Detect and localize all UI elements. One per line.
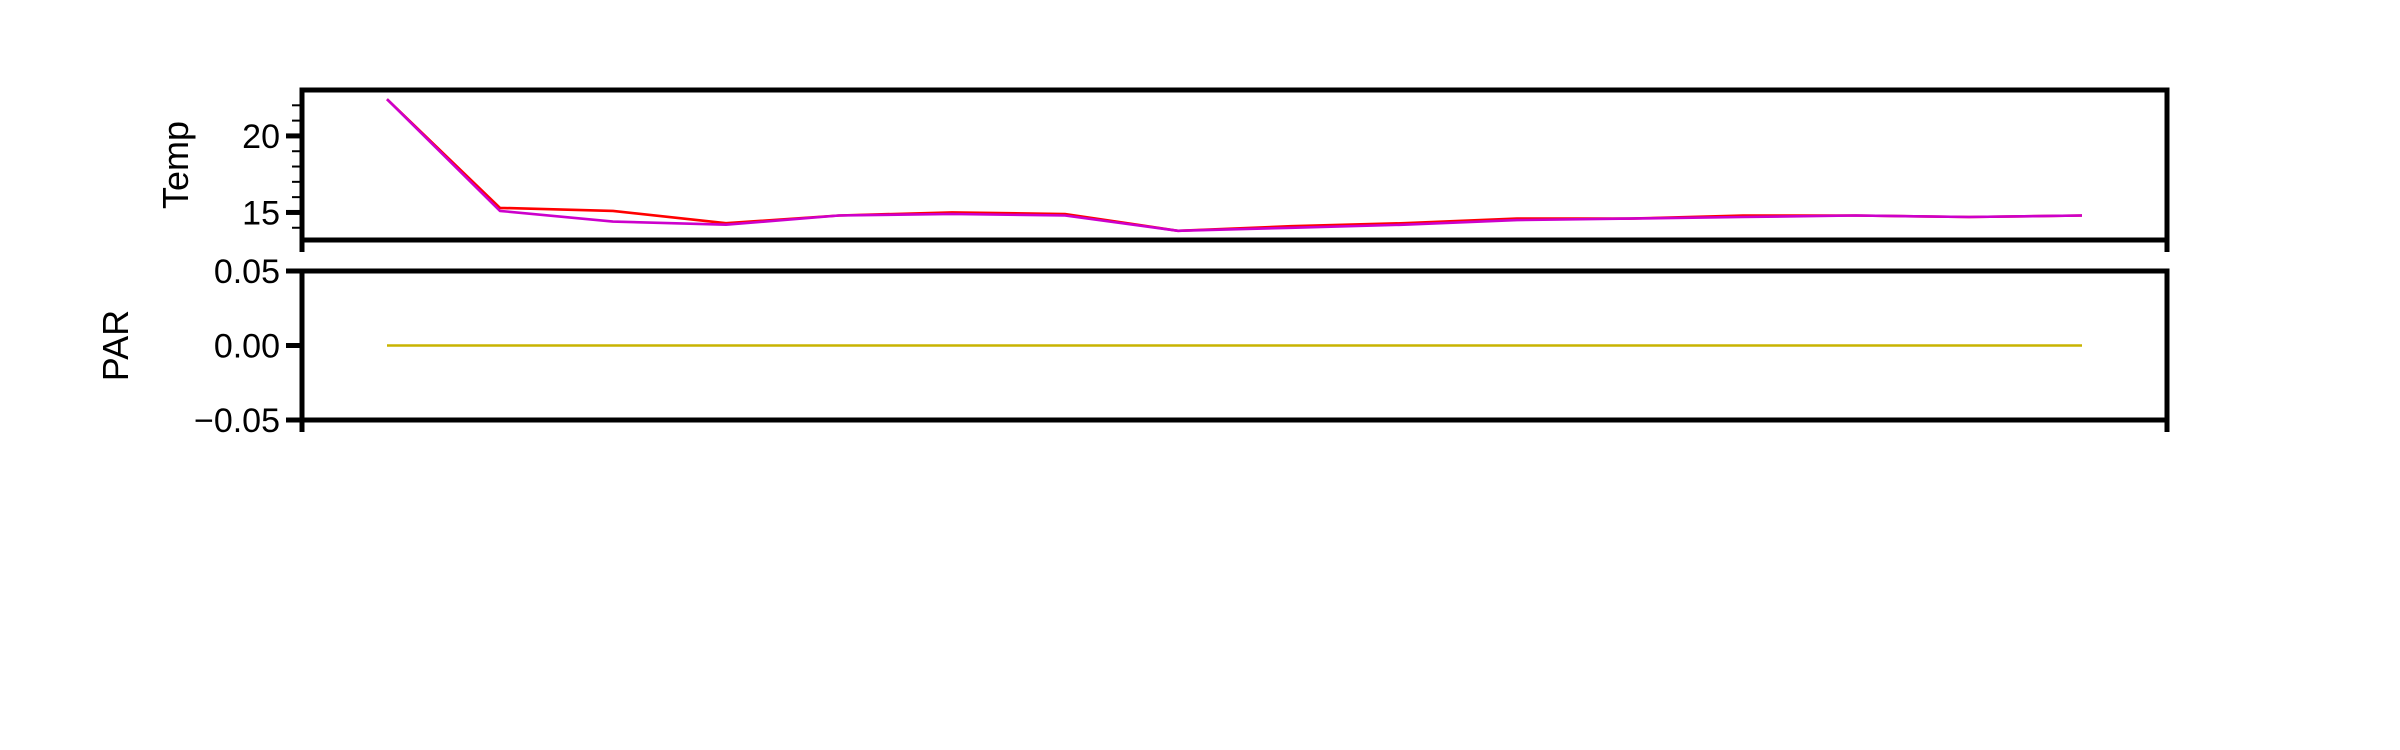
y-tick-label-1: 20: [242, 118, 280, 156]
temp-plot-frame: [299, 87, 2170, 243]
temp-y-axis-label: Temp: [155, 121, 196, 209]
y-tick-label-0: 15: [242, 194, 280, 232]
par-panel: 0.05 0.00 −0.05 PAR: [95, 253, 2170, 440]
temp-panel: 15 20 Temp: [155, 87, 2170, 252]
temp-series-line-1: [386, 98, 2083, 233]
y-tick-label-0: 0.05: [214, 253, 280, 291]
y-tick-label-1: 0.00: [214, 328, 280, 366]
y-tick-label-2: −0.05: [194, 402, 280, 440]
temp-series-line-0: [386, 98, 2083, 233]
par-y-axis-label: PAR: [95, 310, 136, 381]
